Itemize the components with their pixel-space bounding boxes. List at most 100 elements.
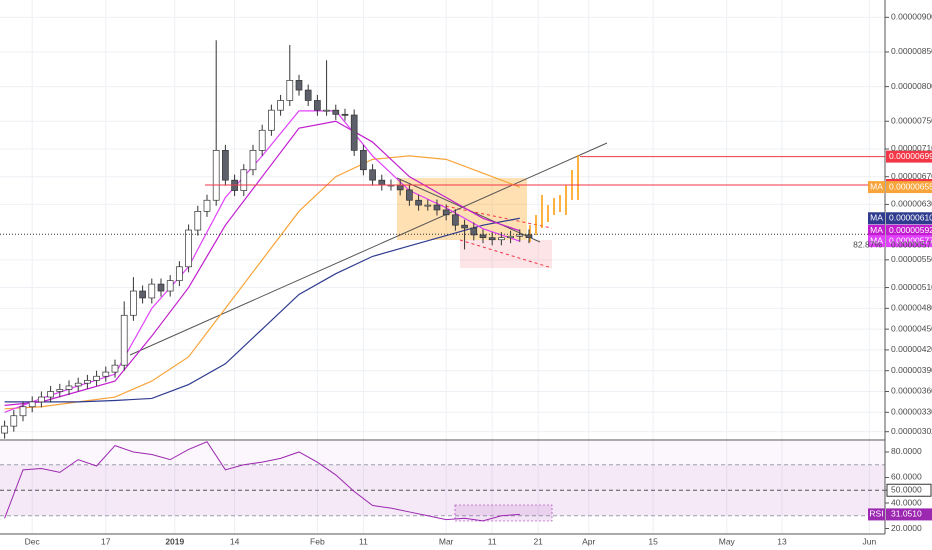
y-tick-label: 0.00000390 (891, 365, 932, 375)
ma-tag-name: MA (870, 181, 883, 191)
candle-body (406, 189, 413, 201)
candle-body (341, 113, 349, 116)
x-tick-label: 11 (488, 536, 497, 546)
rsi-tag-label: 31.0510 (891, 509, 922, 519)
candle-body (277, 100, 284, 111)
ma-line (4, 217, 520, 403)
candle-body (286, 80, 294, 101)
ma-tag-label: 0.00000655 (889, 181, 932, 191)
ma-tag (886, 224, 932, 237)
ma-line (4, 120, 520, 406)
forecast-bars (529, 155, 579, 242)
ma-tag-label: 0.00000610 (889, 213, 932, 223)
candle-body (166, 280, 174, 292)
candle-body (433, 204, 441, 211)
candle-body (461, 224, 468, 229)
ma-tag-name: MA (870, 225, 883, 235)
y-tick-label: 0.00000360 (891, 386, 932, 396)
ma-tag-name-box (868, 212, 885, 225)
candle-body (111, 364, 119, 373)
candle-body (268, 109, 275, 131)
ma-tag-name-box (868, 224, 885, 237)
candle-body (139, 290, 146, 299)
candle-body (157, 283, 165, 292)
candle-body (1, 425, 8, 434)
x-tick-label: Jun (863, 536, 877, 546)
candle-body (240, 169, 248, 191)
candle-body (38, 396, 45, 403)
candle-body (19, 406, 27, 417)
ma-tag-label: 0.00000577 (889, 235, 932, 245)
dashed-line (459, 239, 553, 269)
y-tick-label: 0.00000510 (891, 282, 932, 292)
rsi-pane-fill (0, 441, 885, 465)
candle-body (415, 199, 422, 206)
candle-body (488, 237, 496, 241)
candle-body (176, 266, 183, 281)
rsi-line (4, 441, 520, 522)
candle-body (479, 234, 487, 239)
candle-body (507, 235, 514, 239)
x-tick-label: 13 (777, 536, 787, 546)
y-tick-label: 0.00000630 (891, 199, 932, 209)
candle-body (442, 209, 450, 216)
candle-body (102, 371, 110, 377)
candle-body (332, 109, 340, 115)
candle-body (74, 382, 82, 387)
ma-tag-name: MA (870, 235, 883, 245)
y-tick-label: 0.00000420 (891, 344, 932, 354)
candle-body (249, 150, 257, 171)
ma-tag (886, 235, 932, 248)
candle-body (378, 179, 386, 186)
candle-body (369, 169, 376, 181)
x-tick-label: 17 (101, 536, 111, 546)
candle-body (194, 210, 202, 231)
x-tick-label: Mar (439, 536, 454, 546)
rsi-mid-box (886, 483, 932, 497)
y-tick-label: 0.00000900 (891, 12, 932, 22)
candle-body (470, 227, 478, 236)
candle-body (525, 234, 533, 239)
ma-tag (886, 181, 932, 194)
rsi-tick-label: 80.0000 (891, 446, 922, 456)
y-tick-label: 0.00000302 (891, 426, 932, 436)
rsi-tick-label: 60.0000 (891, 472, 922, 482)
ma-tag-name-box (868, 235, 885, 248)
candle-body (360, 150, 367, 171)
candle-body (295, 80, 303, 91)
x-tick-label: 14 (230, 536, 240, 546)
x-tick-label: 15 (648, 536, 658, 546)
candle-body (424, 204, 432, 207)
y-tick-label: 0.00000750 (891, 116, 932, 126)
rsi-tick-label: 40.0000 (891, 497, 922, 507)
rsi-tick-label: 50.0000 (891, 484, 922, 494)
candle-body (185, 229, 192, 268)
percent-label: 82.87% (853, 240, 882, 250)
price-tag-label: 0.00000699 (889, 151, 932, 161)
price-tag (886, 150, 932, 163)
y-tick-label: 0.00000710 (891, 143, 932, 153)
candle-body (84, 380, 91, 384)
ma-tag-name-box (868, 181, 885, 194)
y-tick-label: 0.00000480 (891, 303, 932, 313)
candle-body (212, 150, 220, 201)
candle-body (130, 290, 137, 316)
candle-body (222, 150, 229, 181)
last-price-label: 0.00000571 (891, 240, 932, 250)
price-tags: 0.000006990.00000658MA0.00000655MA0.0000… (853, 150, 932, 521)
ma-line (4, 155, 520, 410)
candle-body (323, 109, 330, 112)
candle-body (498, 237, 505, 241)
candle-body (258, 129, 266, 151)
candle-body (65, 385, 73, 390)
y-tick-label: 0.00000670 (891, 171, 932, 181)
candle-body (203, 199, 211, 212)
rsi-drawing (454, 504, 553, 522)
candle-body (120, 314, 128, 366)
ma-tag (886, 212, 932, 225)
trend-line (129, 142, 608, 356)
y-tick-label: 0.00000450 (891, 323, 932, 333)
x-tick-label: May (719, 536, 736, 546)
